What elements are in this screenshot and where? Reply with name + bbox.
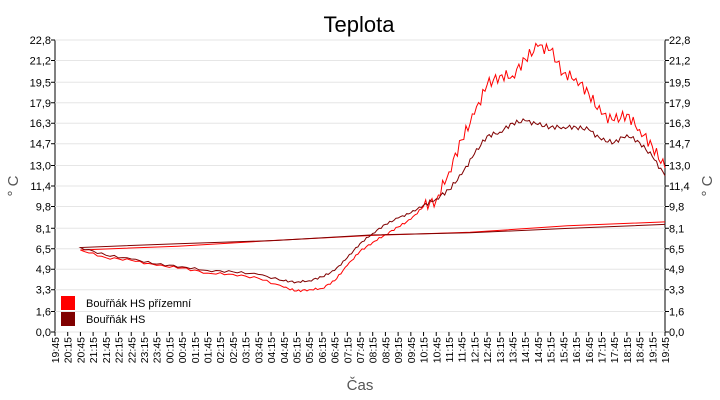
x-tick-label: 03:45 [253,337,265,363]
y-tick-label: 0,0 [669,327,684,339]
y-tick-label: 14,7 [30,139,51,151]
x-tick-label: 17:45 [609,337,621,363]
x-tick-label: 12:45 [482,337,494,363]
x-tick-label: 19:45 [50,337,62,363]
y-tick-label: 6,5 [669,244,684,256]
x-tick-label: 13:45 [508,337,520,363]
series-line [78,118,666,284]
x-tick-label: 02:45 [228,337,240,363]
y-tick-label: 22,8 [30,35,51,47]
x-tick-label: 23:45 [152,337,164,363]
x-tick-label: 19:45 [660,337,672,363]
x-tick-label: 23:15 [139,337,151,363]
y-axis-label-left: ° C [5,175,22,196]
y-tick-label: 1,6 [669,307,684,319]
x-tick-label: 09:45 [406,337,418,363]
x-tick-label: 06:15 [317,337,329,363]
y-tick-label: 19,5 [669,77,690,89]
y-tick-label: 8,1 [669,223,684,235]
x-tick-label: 10:15 [419,337,431,363]
y-tick-label: 0,0 [36,327,51,339]
y-tick-label: 17,9 [669,98,690,110]
x-tick-label: 03:15 [241,337,253,363]
x-tick-label: 21:45 [101,337,113,363]
x-tick-label: 22:15 [114,337,126,363]
x-tick-label: 08:45 [380,337,392,363]
legend-label: Bouřňák HS [86,314,145,326]
x-tick-label: 16:15 [571,337,583,363]
y-tick-label: 16,3 [669,118,690,130]
x-tick-label: 14:15 [520,337,532,363]
y-tick-label: 3,3 [669,285,684,297]
x-tick-label: 01:45 [203,337,215,363]
series-layer [78,42,666,293]
x-tick-label: 09:15 [393,337,405,363]
x-tick-label: 07:15 [342,337,354,363]
y-tick-label: 1,6 [36,307,51,319]
x-tick-label: 15:15 [546,337,558,363]
y-tick-label: 3,3 [36,285,51,297]
x-tick-label: 11:15 [444,337,456,363]
y-tick-label: 14,7 [669,139,690,151]
legend-swatch [61,296,75,310]
series-line [80,42,666,293]
x-axis: 19:45 20:15 20:45 21:15 21:45 22:15 22:45 23:15… [50,332,672,363]
x-tick-label: 18:45 [635,337,647,363]
x-tick-label: 16:45 [584,337,596,363]
x-tick-label: 00:45 [177,337,189,363]
y-tick-label: 11,4 [669,181,690,193]
y-tick-label: 22,8 [669,35,690,47]
y-tick-label: 4,9 [36,264,51,276]
x-tick-label: 07:45 [355,337,367,363]
y-tick-label: 13,0 [30,161,51,173]
x-tick-label: 02:15 [215,337,227,363]
x-tick-label: 22:45 [126,337,138,363]
x-tick-label: 04:45 [279,337,291,363]
x-tick-label: 05:15 [291,337,303,363]
y-tick-label: 19,5 [30,77,51,89]
x-tick-label: 10:45 [431,337,443,363]
y-tick-label: 8,1 [36,223,51,235]
legend: Bouřňák HS přízemní Bouřňák HS [61,296,191,326]
y-tick-label: 17,9 [30,98,51,110]
x-tick-label: 12:15 [469,337,481,363]
x-tick-label: 06:45 [330,337,342,363]
x-tick-label: 17:15 [596,337,608,363]
y-axis-label-right: ° C [699,175,716,196]
x-tick-label: 08:15 [368,337,380,363]
x-tick-label: 05:45 [304,337,316,363]
y-axis-left: 0,0 1,6 3,3 4,9 6,5 8,1 9,8 11,4 13,0 14,7 16,3 17,… [30,35,55,339]
y-tick-label: 4,9 [669,264,684,276]
y-tick-label: 16,3 [30,118,51,130]
x-tick-label: 19:15 [647,337,659,363]
x-tick-label: 15:45 [558,337,570,363]
y-tick-label: 6,5 [36,244,51,256]
y-tick-label: 21,2 [669,55,690,67]
x-tick-label: 14:45 [533,337,545,363]
x-tick-label: 04:15 [266,337,278,363]
x-tick-label: 01:15 [190,337,202,363]
x-tick-label: 20:45 [75,337,87,363]
y-tick-label: 13,0 [669,161,690,173]
x-tick-label: 13:15 [495,337,507,363]
y-tick-label: 9,8 [36,201,51,213]
x-tick-label: 21:15 [88,337,100,363]
y-tick-label: 21,2 [30,55,51,67]
x-tick-label: 11:45 [457,337,469,363]
legend-swatch [61,312,75,326]
y-tick-label: 9,8 [669,201,684,213]
x-axis-label: Čas [347,377,374,394]
y-axis-right: 0,0 1,6 3,3 4,9 6,5 8,1 9,8 11,4 13,0 14,7 16,3 17,… [665,35,690,339]
chart-title: Teplota [324,12,396,37]
x-tick-label: 00:15 [164,337,176,363]
x-tick-label: 18:15 [622,337,634,363]
y-tick-label: 11,4 [30,181,51,193]
legend-label: Bouřňák HS přízemní [86,298,191,310]
x-tick-label: 20:15 [63,337,75,363]
